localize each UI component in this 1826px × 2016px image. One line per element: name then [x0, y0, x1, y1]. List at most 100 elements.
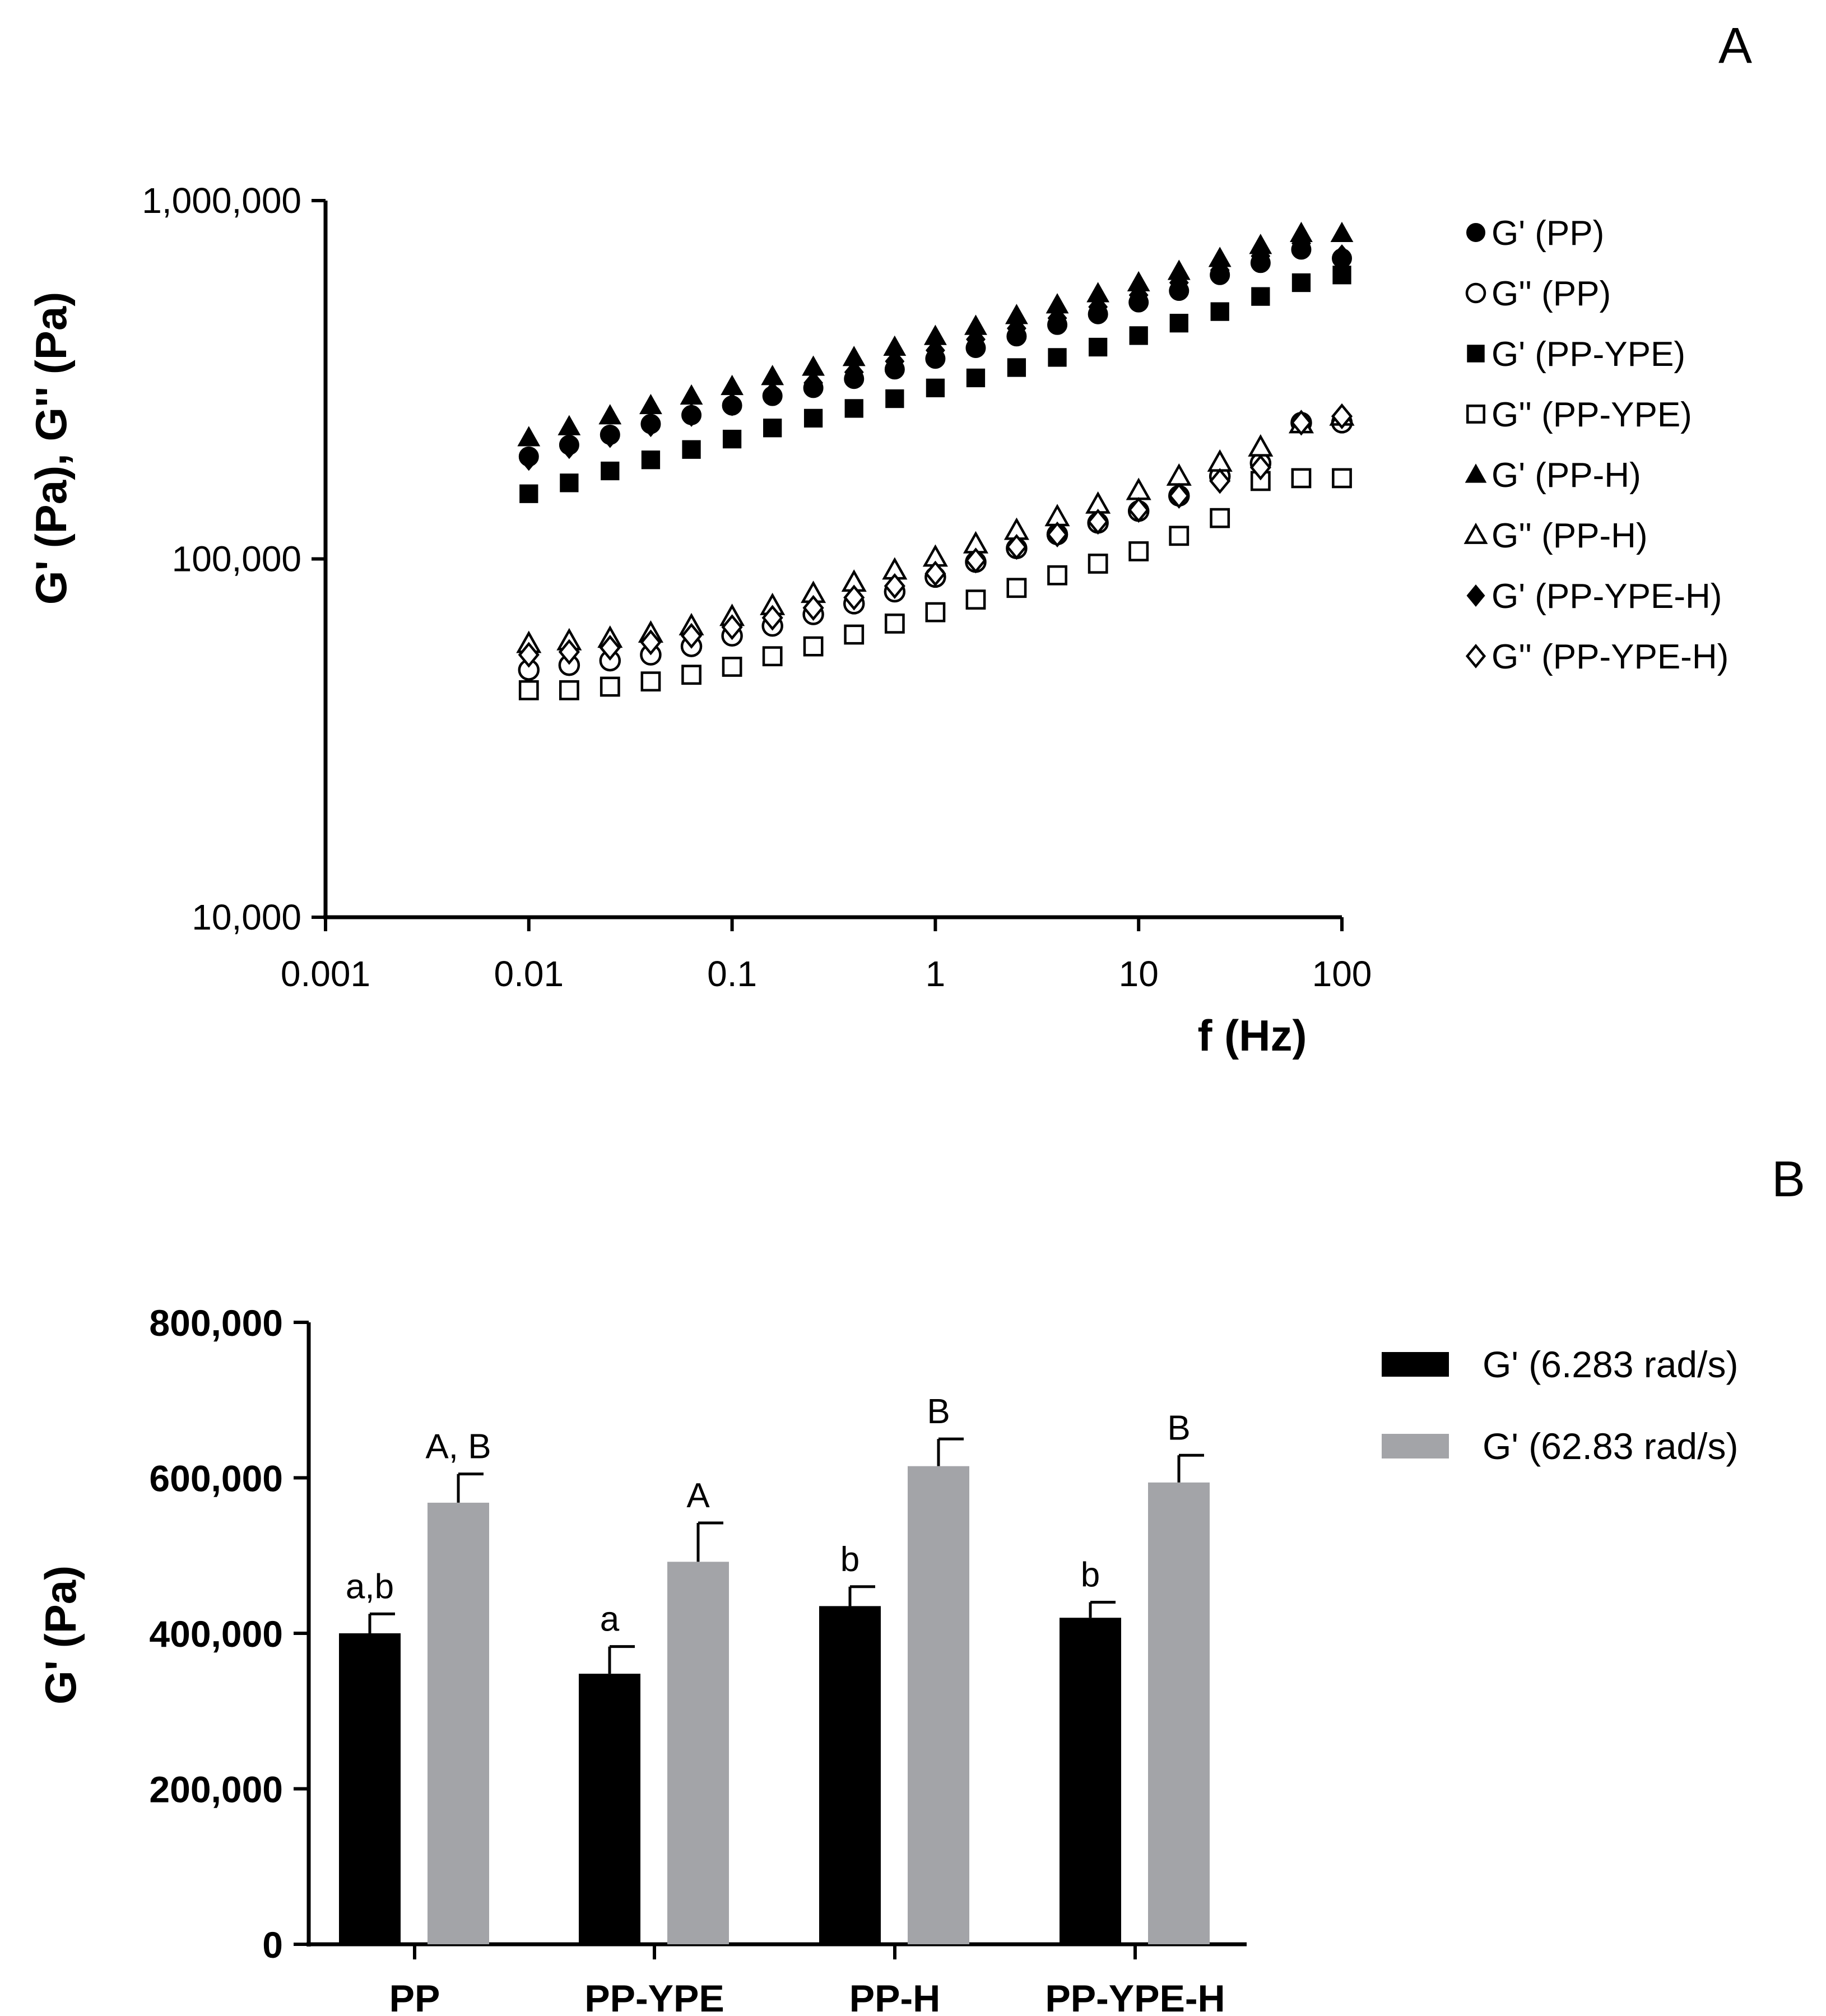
panel-a-point	[803, 636, 824, 657]
panel-a-point	[598, 404, 622, 425]
panel-a-label: A	[1718, 18, 1752, 74]
panel-a-legend-label: G' (PP-YPE)	[1492, 335, 1685, 374]
panel-a-point	[843, 584, 865, 611]
panel-b-y-tick-label: 800,000	[149, 1302, 283, 1344]
panel-a-point	[1290, 410, 1312, 436]
panel-a-point	[681, 665, 701, 685]
panel-a-point	[1047, 565, 1067, 586]
panel-a-point	[884, 573, 905, 600]
panel-a-point	[1332, 244, 1352, 268]
panel-a-point	[1291, 468, 1312, 489]
panel-a-point	[721, 374, 744, 396]
panel-a-point	[1006, 316, 1026, 341]
panel-a-legend-marker	[1466, 584, 1485, 607]
panel-b-legend-label: G' (62.83 rad/s)	[1483, 1425, 1738, 1467]
panel-a-point	[640, 671, 661, 692]
panel-a-point	[639, 393, 662, 415]
panel-a-series-g-pp-h	[517, 221, 1354, 447]
panel-a-legend-marker	[1466, 405, 1485, 424]
panel-a-point	[844, 399, 863, 418]
panel-a-point	[925, 602, 946, 623]
panel-a-point	[559, 680, 579, 700]
panel-a-point	[1048, 348, 1067, 367]
panel-a-legend-label: G' (PP-YPE-H)	[1492, 577, 1722, 616]
panel-a-point	[722, 429, 742, 449]
panel-a-x-axis-label: f (Hz)	[1198, 1011, 1307, 1060]
panel-a-point	[558, 639, 580, 665]
panel-a-point	[844, 624, 865, 645]
panel-a-point	[1249, 454, 1271, 481]
panel-a-point	[924, 560, 946, 587]
panel-a-x-tick-label: 0.01	[494, 954, 564, 994]
panel-a-point	[1291, 273, 1311, 292]
panel-b-label: B	[1772, 1151, 1805, 1207]
panel-a-x-tick-label: 10	[1119, 954, 1159, 994]
panel-b-significance-label: a	[600, 1600, 620, 1639]
panel-b-series-g-6-283-rad-s: a,b a b b	[339, 1540, 1121, 1944]
panel-a-x-ticks: 0.001 0.01 0.1 1 10 100	[281, 917, 1372, 994]
panel-b-series-g-62-83-rad-s: A, B A B B	[425, 1392, 1210, 1944]
panel-a-legend-marker	[1467, 345, 1485, 363]
panel-b-y-tick-label: 600,000	[149, 1458, 283, 1499]
panel-a-point	[1331, 403, 1353, 430]
panel-a-point	[1088, 295, 1108, 319]
panel-a-point	[518, 642, 540, 668]
panel-a-y-tick-label: 10,000	[192, 897, 301, 937]
panel-a-point	[763, 381, 783, 405]
panel-a-point	[885, 349, 905, 373]
panel-a-point	[518, 680, 539, 700]
panel-b-bar	[1148, 1482, 1210, 1944]
panel-a-point	[1169, 271, 1189, 295]
panel-a-point	[1166, 463, 1192, 486]
panel-a-point	[600, 424, 620, 448]
panel-a-y-axis-label: G' (Pa), G'' (Pa)	[26, 292, 76, 605]
panel-a-point	[1210, 508, 1230, 528]
panel-a-legend-label: G'' (PP-H)	[1492, 517, 1648, 555]
panel-a-point	[1209, 468, 1231, 494]
panel-a-legend-label: G'' (PP)	[1492, 275, 1611, 313]
panel-b-y-ticks: 0 200,000 400,000 600,000 800,000	[149, 1302, 309, 1966]
panel-b-x-ticks: PP PP-YPE PP-H PP-YPE-H	[389, 1944, 1225, 2016]
panel-a-x-tick-label: 1	[926, 954, 946, 994]
panel-a-point	[640, 413, 661, 438]
panel-a-point	[519, 447, 539, 471]
panel-b-legend-swatch	[1382, 1434, 1449, 1458]
panel-a-point	[721, 614, 743, 640]
panel-a-point	[1128, 541, 1149, 561]
panel-a-point	[926, 378, 945, 398]
panel-a-point	[1169, 526, 1190, 546]
panel-b-bar	[819, 1606, 881, 1944]
panel-a-legend-marker	[1465, 644, 1486, 668]
panel-a-point	[1210, 258, 1230, 282]
panel-a-point	[1332, 468, 1352, 489]
panel-a-point	[722, 392, 742, 416]
panel-a-point	[601, 461, 620, 481]
panel-a-point	[681, 403, 701, 427]
panel-a-point	[1251, 287, 1270, 306]
panel-b-legend-swatch	[1382, 1352, 1449, 1377]
panel-a-legend-marker	[1466, 223, 1485, 242]
panel-b-y-tick-label: 0	[262, 1924, 283, 1966]
panel-a-point	[884, 614, 905, 634]
panel-a-y-ticks: 10,000 100,000 1,000,000	[142, 180, 326, 937]
panel-a-point	[1207, 449, 1233, 472]
panel-b-x-tick-label: PP	[389, 1977, 440, 2016]
panel-a-point	[1129, 326, 1148, 345]
panel-a-point	[1210, 302, 1229, 321]
panel-b-bar	[1060, 1618, 1121, 1944]
panel-b-y-tick-label: 200,000	[149, 1769, 283, 1810]
panel-a-series-g-pp-ype-h	[518, 403, 1353, 668]
panel-b-bar	[428, 1502, 489, 1944]
panel-a-point	[1128, 496, 1150, 523]
panel-a-point	[802, 594, 824, 621]
panel-a-point	[1046, 521, 1068, 547]
panel-a-point	[1007, 358, 1026, 377]
panel-a-point	[557, 415, 581, 435]
panel-a-point	[680, 623, 703, 649]
panel-a-legend-label: G'' (PP-YPE-H)	[1492, 638, 1729, 676]
panel-a-point	[761, 605, 783, 631]
panel-b-legend-label: G' (6.283 rad/s)	[1483, 1344, 1738, 1385]
panel-a-point	[1330, 221, 1354, 242]
panel-b-significance-label: A, B	[425, 1428, 491, 1466]
panel-b-bars: a,b a b b A, B A B B	[339, 1392, 1210, 1944]
